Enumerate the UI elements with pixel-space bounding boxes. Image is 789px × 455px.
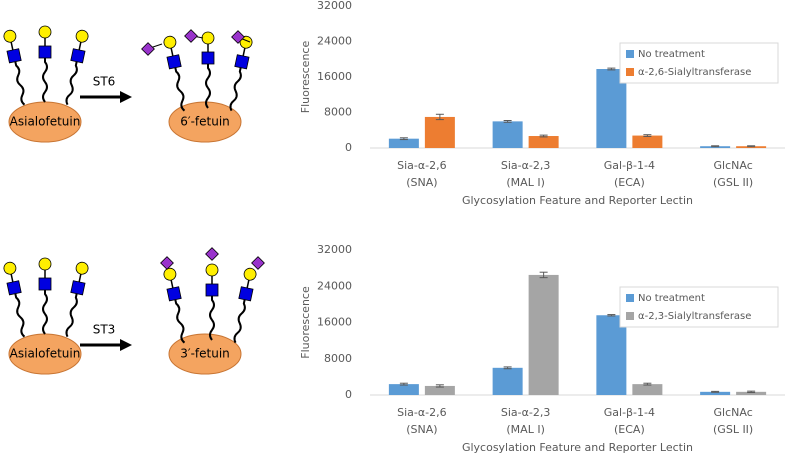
y-axis-label: Fluorescence	[299, 41, 312, 114]
x-tick-label: GlcNAc	[714, 406, 753, 419]
x-tick-label: Sia-α-2,3	[501, 159, 550, 172]
x-tick-label: Sia-α-2,6	[397, 159, 446, 172]
bar	[632, 135, 663, 148]
x-tick-label: (GSL II)	[713, 423, 753, 436]
legend-swatch	[626, 68, 634, 76]
error-bar	[643, 382, 652, 386]
error-bar	[747, 390, 756, 394]
y-tick-label: 16000	[317, 70, 352, 83]
substrate-label: Asialofetuin	[10, 347, 81, 361]
protein-oval	[168, 101, 242, 143]
product-label: 3′-fetuin	[180, 347, 230, 361]
x-tick-label: (MAL I)	[506, 176, 544, 189]
error-bar	[399, 137, 408, 141]
x-tick-label: Gal-β-1-4	[604, 159, 655, 172]
x-tick-label: (SNA)	[406, 423, 437, 436]
bar	[388, 138, 419, 148]
x-axis-label: Glycosylation Feature and Reporter Lecti…	[462, 194, 693, 207]
y-tick-label: 32000	[317, 243, 352, 256]
legend-swatch	[626, 50, 634, 58]
bar	[700, 391, 731, 395]
substrate-label: Asialofetuin	[10, 115, 81, 129]
diagram-st3: Asialofetuin ST3 3′-fetuin	[1, 247, 265, 375]
x-tick-label: Sia-α-2,6	[397, 406, 446, 419]
legend-label: No treatment	[638, 293, 705, 304]
y-tick-label: 24000	[317, 279, 352, 292]
x-axis-label: Glycosylation Feature and Reporter Lecti…	[462, 441, 693, 454]
enzyme-label: ST6	[93, 75, 116, 89]
bar	[736, 391, 767, 395]
error-bar	[711, 390, 720, 393]
y-tick-label: 32000	[317, 0, 352, 12]
x-tick-label: (ECA)	[614, 176, 645, 189]
error-bar	[435, 384, 444, 388]
x-tick-label: (MAL I)	[506, 423, 544, 436]
y-tick-label: 8000	[324, 106, 352, 119]
legend-label: α-2,3-Sialyltransferase	[638, 311, 751, 322]
y-tick-label: 8000	[324, 352, 352, 365]
product-label: 6′-fetuin	[180, 115, 230, 129]
bar	[492, 367, 523, 395]
error-bar	[607, 314, 616, 317]
diagram-st6: Asialofetuin ST6 6′-fetuin	[1, 25, 255, 143]
bar	[388, 384, 419, 395]
legend-swatch	[626, 294, 634, 302]
y-tick-label: 0	[345, 141, 352, 154]
legend-swatch	[626, 312, 634, 320]
bar	[424, 116, 455, 148]
protein-oval	[168, 333, 242, 375]
error-bar	[539, 271, 548, 279]
bar	[528, 136, 559, 148]
x-tick-label: (SNA)	[406, 176, 437, 189]
bar	[632, 384, 663, 395]
error-bar	[503, 366, 512, 370]
bar	[424, 385, 455, 395]
error-bar	[399, 382, 408, 386]
bar	[528, 274, 559, 395]
bar	[596, 315, 627, 395]
x-tick-label: Sia-α-2,3	[501, 406, 550, 419]
y-axis-label: Fluorescence	[299, 286, 312, 359]
bar	[492, 121, 523, 148]
x-tick-label: (ECA)	[614, 423, 645, 436]
y-tick-label: 24000	[317, 35, 352, 48]
x-tick-label: Gal-β-1-4	[604, 406, 655, 419]
error-bar	[503, 119, 512, 123]
error-bar	[643, 134, 652, 137]
x-tick-label: (GSL II)	[713, 176, 753, 189]
error-bar	[711, 145, 720, 148]
error-bar	[435, 113, 444, 121]
enzyme-label: ST3	[93, 323, 116, 337]
error-bar	[539, 134, 548, 138]
y-tick-label: 0	[345, 388, 352, 401]
legend-label: No treatment	[638, 49, 705, 60]
x-tick-label: GlcNAc	[714, 159, 753, 172]
legend-box	[619, 286, 779, 328]
legend-label: α-2,6-Sialyltransferase	[638, 67, 751, 78]
error-bar	[747, 145, 756, 148]
y-tick-label: 16000	[317, 316, 352, 329]
legend-box	[619, 42, 779, 84]
error-bar	[607, 67, 616, 71]
